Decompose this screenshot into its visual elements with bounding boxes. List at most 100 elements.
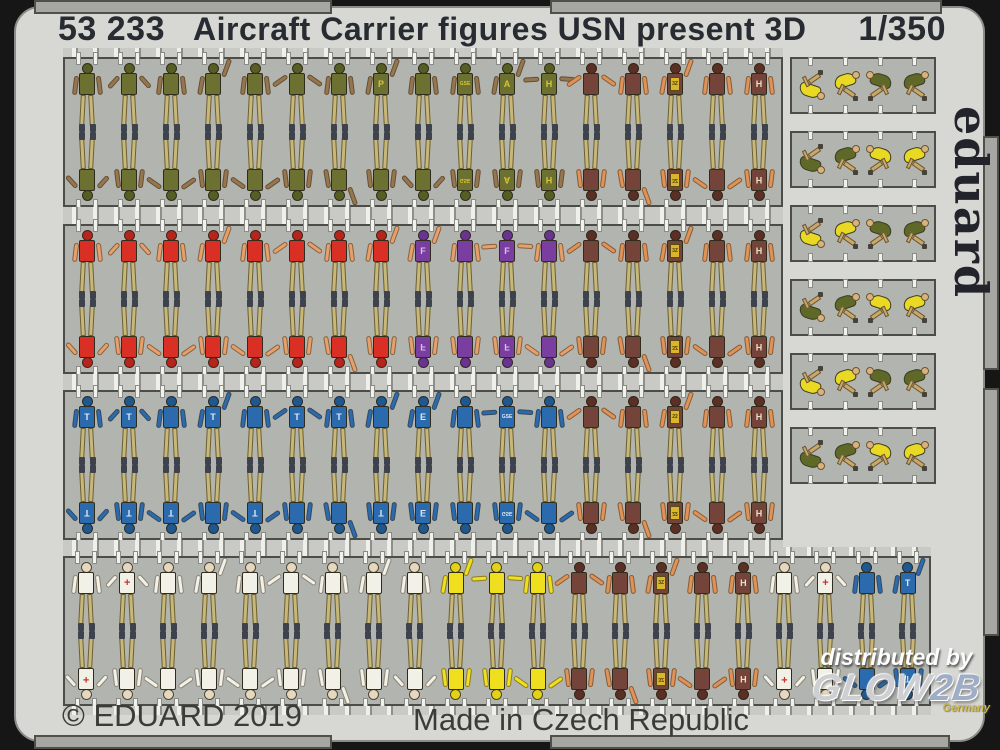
figure-top: F [403, 219, 443, 299]
sprue-tab [513, 199, 518, 212]
figure-column [392, 551, 438, 711]
sprue-tab [496, 199, 501, 212]
figure-leg [282, 631, 289, 639]
figure-arm [617, 335, 625, 356]
sprue-tab [681, 532, 686, 545]
sprue-tab [538, 385, 543, 398]
figure-arm [587, 667, 595, 688]
figure-top [106, 52, 152, 132]
sprue-tab [461, 551, 467, 564]
crouching-figure [830, 205, 862, 262]
figure-top [361, 385, 401, 465]
figure-band-ordnance-red-fuel-purple: F F F F 3Z 3Z H H [63, 215, 783, 383]
sprue-tab [160, 532, 165, 545]
figure-top: 3Z [655, 219, 695, 299]
figure-leg [775, 631, 782, 639]
figure-leg [676, 304, 683, 337]
figure-head [696, 689, 708, 700]
jersey-letter: T [126, 411, 132, 422]
figure-leg [289, 261, 296, 294]
figure-torso [457, 502, 473, 524]
figure-arm [197, 335, 205, 356]
figure-leg [488, 631, 495, 639]
figure-head [753, 190, 765, 201]
figure-leg [88, 261, 95, 294]
figure-top: E [403, 385, 443, 465]
figure-torso [331, 502, 347, 524]
jersey-letter: A [503, 78, 511, 89]
figure-band-flight-deck-crew-green: P GSE GSE A A H H 3Z 3Z H H [63, 48, 783, 216]
figure-bottom: + [63, 631, 109, 711]
figure-leg [676, 137, 683, 170]
figure-leg [456, 291, 463, 299]
figure-bottom: T [145, 465, 197, 545]
figure-leg [383, 299, 390, 307]
figure-torso [373, 169, 389, 191]
figure-torso: 22 [667, 406, 683, 428]
figure-leg [551, 465, 558, 473]
sprue-tab [773, 551, 779, 564]
sprue-tab [831, 551, 837, 564]
figure-leg [121, 94, 128, 127]
figure-torso: 3Z [667, 169, 683, 191]
figure-arm [617, 242, 625, 263]
sprue-tab [454, 199, 459, 212]
figure-leg [466, 94, 473, 127]
figure-column: 3Z 3Z [655, 52, 695, 212]
figure-leg [118, 623, 125, 631]
figure-leg [551, 291, 558, 299]
figure-arm [179, 75, 187, 96]
figure-head [375, 357, 387, 368]
figure-arm [491, 501, 499, 522]
figure-leg [693, 623, 700, 631]
figure-head [333, 523, 345, 534]
figure-leg [163, 304, 170, 337]
figure-vest: 3Z [670, 77, 680, 91]
figure-leg [78, 291, 85, 299]
figure-leg [415, 593, 423, 626]
figure-arm [281, 335, 289, 356]
figure-leg [708, 124, 715, 132]
figure-leg [88, 137, 95, 170]
sprue-tab [177, 385, 182, 398]
sprue-tab [198, 551, 204, 564]
figure-leg [205, 427, 212, 460]
figure-leg [708, 457, 715, 465]
figure-head [249, 190, 261, 201]
figure-column [361, 219, 401, 379]
sprue-tab [177, 199, 182, 212]
sprue-tab [555, 385, 560, 398]
figure-leg [241, 631, 248, 639]
figure-leg [247, 137, 254, 170]
figure-leg [593, 291, 600, 299]
figure-torso [709, 406, 725, 428]
sprue-tab [345, 385, 350, 398]
figure-arm [239, 408, 247, 429]
figure-torso [625, 336, 641, 358]
figure-top: T [67, 385, 107, 465]
figure-leg [457, 470, 464, 503]
figure-leg [204, 291, 211, 299]
figure-leg [200, 631, 207, 639]
sprue-tab [749, 551, 755, 564]
figure-top [764, 551, 804, 631]
figure-leg [121, 470, 128, 503]
figure-leg [761, 299, 768, 307]
figure-torso [709, 336, 725, 358]
figure-arm [112, 667, 119, 688]
figure-leg [592, 261, 599, 294]
figure-arm [323, 168, 331, 189]
figure-leg [816, 631, 823, 639]
figure-leg [242, 593, 250, 626]
sprue-tab [555, 366, 560, 379]
sprue-tab [765, 366, 770, 379]
figure-head [291, 190, 303, 201]
figure-arm [323, 408, 331, 429]
figure-leg [634, 137, 641, 170]
figure-leg [373, 94, 380, 127]
figure-head [165, 357, 177, 368]
figure-top: T [106, 385, 152, 465]
sprue-tab [76, 52, 81, 65]
figure-arm [470, 575, 488, 582]
figure-head [737, 689, 749, 700]
